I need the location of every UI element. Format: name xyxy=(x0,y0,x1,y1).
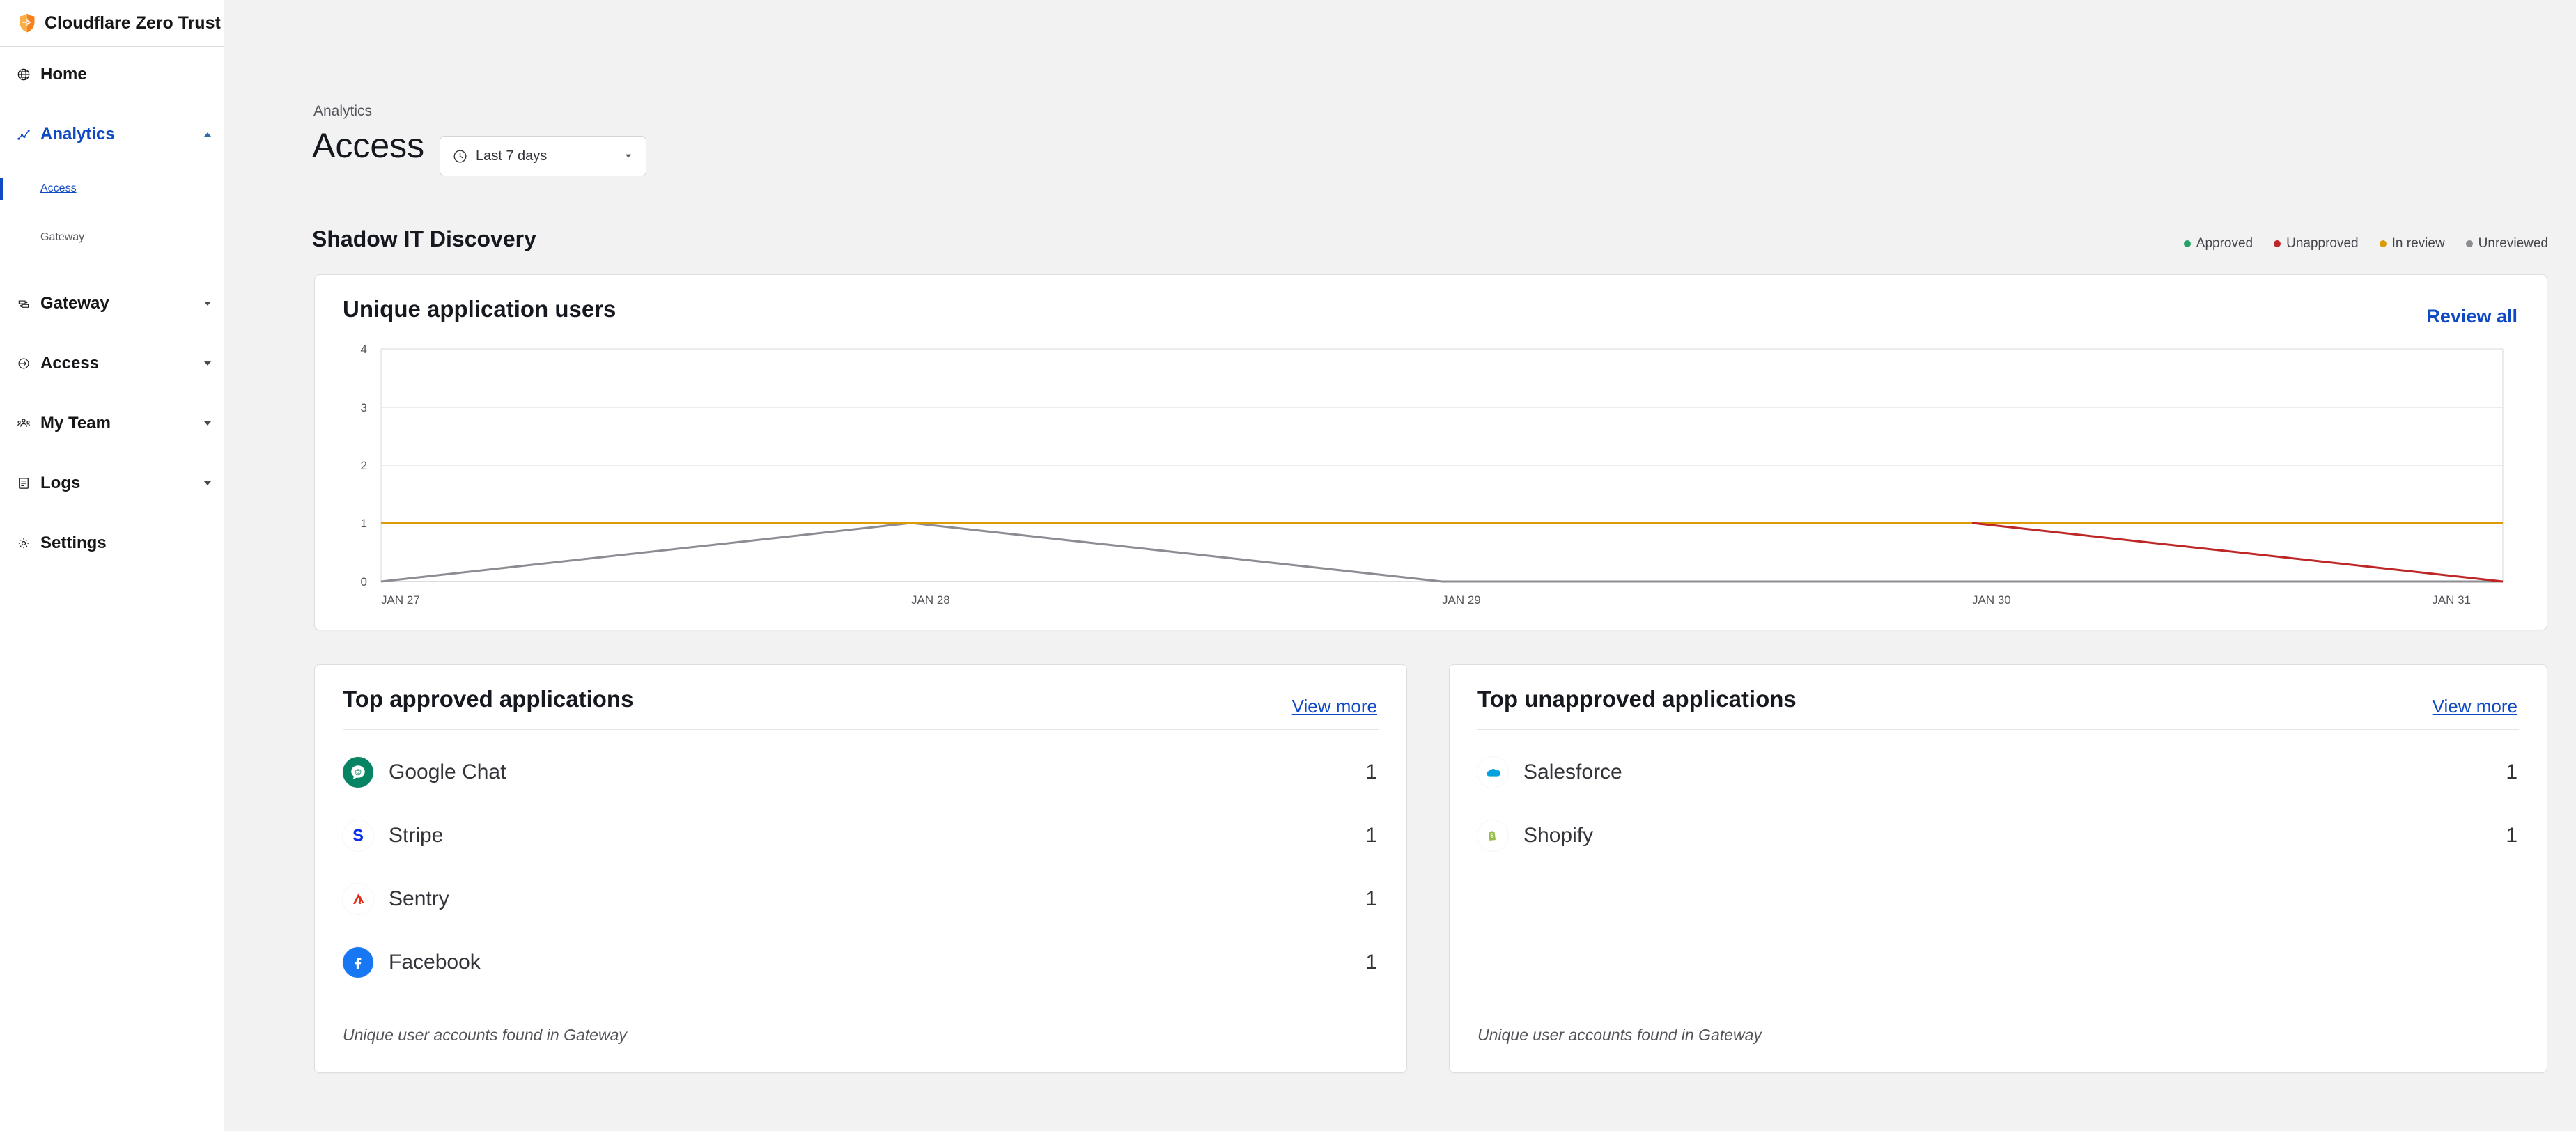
svg-text:1: 1 xyxy=(361,517,367,530)
svg-text:JAN 31: JAN 31 xyxy=(2432,593,2471,607)
svg-text:JAN 30: JAN 30 xyxy=(1972,593,2011,607)
svg-text:0: 0 xyxy=(361,575,367,588)
svg-text:JAN 29: JAN 29 xyxy=(1442,593,1481,607)
svg-text:@: @ xyxy=(355,769,362,777)
svg-text:S: S xyxy=(352,827,364,845)
svg-text:2: 2 xyxy=(361,459,367,472)
svg-text:4: 4 xyxy=(361,343,367,356)
svg-text:3: 3 xyxy=(361,401,367,414)
svg-text:S: S xyxy=(1490,832,1494,838)
svg-text:JAN 28: JAN 28 xyxy=(911,593,950,607)
svg-text:JAN 27: JAN 27 xyxy=(381,593,420,607)
